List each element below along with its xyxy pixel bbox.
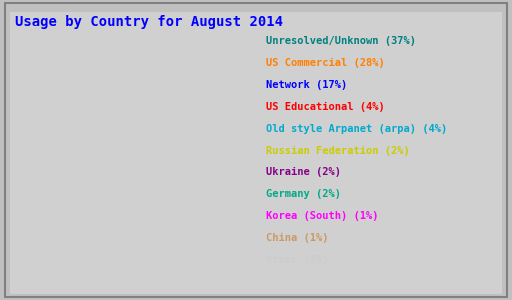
Text: Russian Federation (2%): Russian Federation (2%) [266, 146, 410, 155]
Wedge shape [40, 162, 228, 267]
Text: Unresolved/Unknown (37%): Unresolved/Unknown (37%) [266, 36, 416, 46]
Wedge shape [143, 162, 248, 176]
Wedge shape [143, 162, 245, 201]
Wedge shape [143, 162, 247, 188]
Text: US Educational (4%): US Educational (4%) [266, 102, 385, 112]
Text: Old style Arpanet (arpa) (4%): Old style Arpanet (arpa) (4%) [266, 124, 447, 134]
Wedge shape [39, 58, 143, 182]
Text: China (1%): China (1%) [266, 233, 329, 243]
Text: US Commercial (28%): US Commercial (28%) [266, 58, 385, 68]
Wedge shape [143, 162, 241, 207]
Text: Other (2%): Other (2%) [266, 255, 329, 265]
Wedge shape [143, 136, 248, 162]
Wedge shape [143, 162, 238, 213]
Text: Germany (2%): Germany (2%) [266, 189, 341, 199]
Wedge shape [143, 112, 245, 162]
Wedge shape [143, 58, 235, 162]
Text: Usage by Country for August 2014: Usage by Country for August 2014 [15, 15, 283, 29]
Wedge shape [143, 162, 235, 224]
Text: Ukraine (2%): Ukraine (2%) [266, 167, 341, 177]
Text: Korea (South) (1%): Korea (South) (1%) [266, 211, 379, 221]
Text: Network (17%): Network (17%) [266, 80, 348, 90]
